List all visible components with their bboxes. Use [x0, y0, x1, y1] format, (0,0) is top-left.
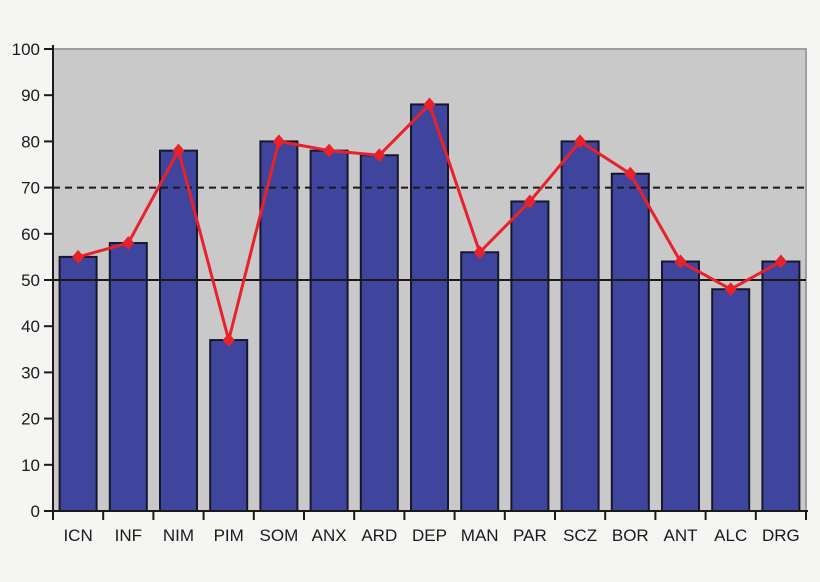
x-axis-category-label-BOR: BOR — [612, 526, 649, 545]
y-axis-tick-label-100: 100 — [12, 40, 40, 59]
diamond-marker-PAR — [523, 194, 536, 209]
diamond-marker-ANX — [323, 143, 336, 158]
x-axis-category-label-SCZ: SCZ — [563, 526, 597, 545]
y-axis-tick-label-0: 0 — [31, 502, 40, 521]
x-axis-category-label-ANT: ANT — [664, 526, 698, 545]
x-axis-category-label-INF: INF — [115, 526, 142, 545]
bar-DEP — [410, 103, 449, 512]
x-axis-category-label-DRG: DRG — [762, 526, 800, 545]
diamond-marker-ANT — [674, 254, 687, 269]
diamond-marker-DRG — [774, 254, 787, 269]
diamond-marker-ALC — [724, 282, 737, 297]
y-axis-tick-label-80: 80 — [21, 132, 40, 151]
diamond-marker-PIM — [222, 333, 235, 348]
x-axis-category-label-MAN: MAN — [461, 526, 499, 545]
diamond-marker-SCZ — [574, 134, 587, 149]
y-axis-tick-label-70: 70 — [21, 179, 40, 198]
x-axis-category-label-NIM: NIM — [163, 526, 194, 545]
bar-INF — [108, 242, 148, 512]
y-axis-tick-label-40: 40 — [21, 317, 40, 336]
y-axis-tick-label-30: 30 — [21, 363, 40, 382]
diamond-marker-BOR — [624, 166, 637, 181]
diamond-marker-ICN — [72, 249, 85, 264]
y-axis-tick-label-20: 20 — [21, 410, 40, 429]
diamond-marker-ARD — [373, 148, 386, 163]
x-axis-category-label-ARD: ARD — [361, 526, 397, 545]
x-axis-category-label-ICN: ICN — [63, 526, 92, 545]
x-axis-category-label-ANX: ANX — [312, 526, 347, 545]
diamond-marker-SOM — [272, 134, 285, 149]
diamond-marker-INF — [122, 236, 135, 251]
diamond-marker-NIM — [172, 143, 185, 158]
bar-ANT — [661, 260, 700, 512]
x-axis-category-label-DEP: DEP — [412, 526, 447, 545]
bar-SCZ — [560, 140, 600, 512]
bar-BOR — [610, 172, 650, 513]
bar-MAN — [460, 251, 500, 512]
x-axis-category-label-PIM: PIM — [214, 526, 244, 545]
bar-ICN — [58, 255, 98, 512]
diamond-marker-MAN — [473, 245, 486, 260]
bar-PIM — [209, 339, 249, 512]
x-axis-category-label-PAR: PAR — [513, 526, 547, 545]
bar-DRG — [761, 260, 801, 512]
bar-NIM — [159, 149, 198, 512]
y-axis-tick-label-10: 10 — [21, 456, 40, 475]
x-axis-category-label-SOM: SOM — [260, 526, 299, 545]
bar-ANX — [309, 149, 349, 512]
diamond-marker-DEP — [423, 97, 436, 112]
y-axis-tick-label-90: 90 — [21, 86, 40, 105]
x-axis-category-label-ALC: ALC — [714, 526, 747, 545]
y-axis-tick-label-50: 50 — [21, 271, 40, 290]
bar-ARD — [359, 154, 399, 512]
y-axis-tick-label-60: 60 — [21, 225, 40, 244]
bar-ALC — [711, 288, 751, 512]
bar-PAR — [510, 200, 550, 513]
